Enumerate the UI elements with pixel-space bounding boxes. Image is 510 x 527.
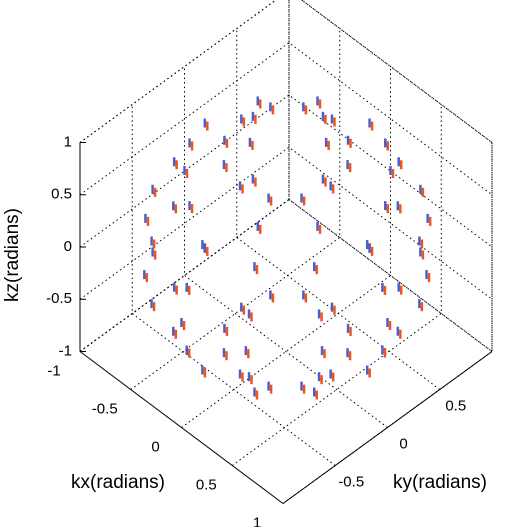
- x-tick-label: 1: [253, 514, 261, 527]
- grid-line: [184, 66, 388, 428]
- x-tick-label: 0: [151, 438, 159, 455]
- y-axis: [282, 351, 493, 504]
- z-tick-label: -0.5: [46, 290, 72, 307]
- grid-line: [79, 0, 290, 352]
- grid-line: [79, 42, 493, 196]
- x-axis: [79, 351, 284, 504]
- grid-line: [130, 28, 341, 390]
- grid-line: [79, 0, 493, 143]
- y-tick-label: 0.5: [445, 397, 466, 414]
- x-tick-label: -1: [47, 362, 60, 379]
- grid-line: [231, 104, 442, 466]
- z-tick-label: 1: [64, 133, 72, 150]
- grid-line: [236, 28, 441, 390]
- grid-line: [79, 94, 493, 248]
- z-tick-label: 0.5: [51, 186, 72, 203]
- box-edge: [79, 0, 277, 143]
- y-tick-label: -0.5: [338, 473, 364, 490]
- y-tick-label: 0: [399, 435, 407, 452]
- x-axis-label: kx(radians): [71, 472, 165, 493]
- z-tick-label: 0: [64, 238, 72, 255]
- grid-line: [79, 146, 493, 300]
- z-tick-label: -1: [59, 342, 72, 359]
- box-edge: [300, 0, 493, 143]
- y-axis-label: ky(radians): [393, 472, 487, 493]
- grid-line: [131, 104, 336, 466]
- z-axis-label: kz(radians): [2, 208, 23, 302]
- x-tick-label: -0.5: [92, 400, 118, 417]
- box-edge: [288, 199, 493, 352]
- x-tick-label: 0.5: [196, 476, 217, 493]
